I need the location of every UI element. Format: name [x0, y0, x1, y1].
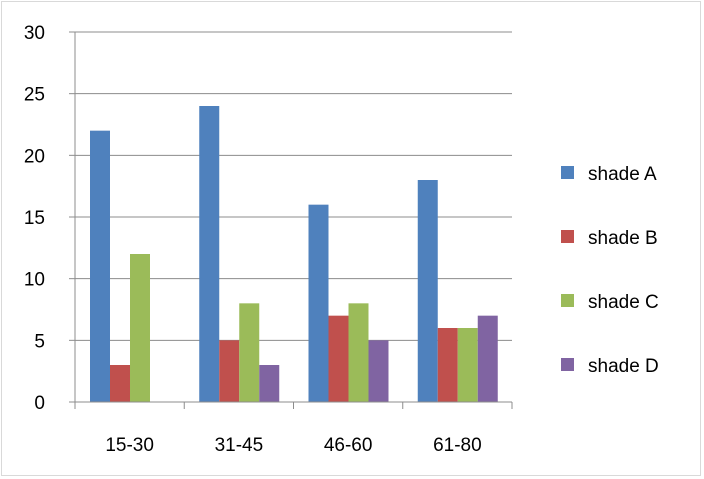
legend-label: shade D	[588, 356, 659, 377]
bars	[90, 106, 498, 402]
bar	[239, 303, 260, 402]
legend-swatch	[561, 166, 574, 179]
x-tick-label: 46-60	[324, 435, 373, 456]
x-tick-label: 61-80	[433, 435, 482, 456]
legend: shade A shade B shade C shade D	[561, 164, 659, 377]
x-tick-label: 31-45	[215, 435, 264, 456]
axes	[69, 31, 513, 409]
legend-swatch	[561, 294, 574, 307]
legend-label: shade A	[588, 164, 657, 185]
legend-label: shade B	[588, 228, 658, 249]
bar	[477, 315, 498, 402]
y-tick-label: 25	[24, 85, 45, 106]
legend-swatch	[561, 358, 574, 371]
bar	[110, 365, 130, 402]
y-tick-label: 20	[24, 146, 45, 167]
bar	[308, 204, 329, 402]
bar	[457, 328, 478, 402]
x-tick-label: 15-30	[105, 435, 154, 456]
bar	[368, 340, 389, 402]
bar	[90, 130, 110, 402]
y-tick-label: 0	[34, 393, 45, 414]
y-tick-label: 30	[24, 23, 45, 44]
bar	[348, 303, 369, 402]
bar	[199, 106, 220, 402]
y-tick-label: 10	[24, 270, 45, 291]
bar	[437, 328, 458, 402]
y-axis-ticks: 0 5 10 15 20 25 30	[24, 23, 45, 414]
bar	[417, 180, 438, 402]
bar	[328, 315, 349, 402]
y-tick-label: 15	[24, 208, 45, 229]
x-axis-ticks: 15-30 31-45 46-60 61-80	[105, 435, 481, 456]
legend-swatch	[561, 230, 574, 243]
bar	[219, 340, 240, 402]
y-tick-label: 5	[34, 331, 45, 352]
bar	[130, 254, 150, 402]
bar	[259, 365, 280, 402]
legend-label: shade C	[588, 292, 659, 313]
